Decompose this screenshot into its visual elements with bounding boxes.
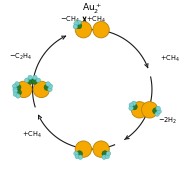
Circle shape bbox=[93, 22, 109, 38]
Circle shape bbox=[75, 154, 80, 159]
Circle shape bbox=[129, 106, 133, 110]
Circle shape bbox=[78, 155, 83, 159]
Circle shape bbox=[27, 78, 33, 84]
Circle shape bbox=[106, 151, 111, 156]
Circle shape bbox=[77, 20, 81, 25]
Circle shape bbox=[15, 82, 19, 86]
Circle shape bbox=[13, 87, 17, 92]
Text: $-$CH$_4$: $-$CH$_4$ bbox=[60, 14, 80, 25]
Text: $+$CH$_4$: $+$CH$_4$ bbox=[160, 54, 179, 64]
Circle shape bbox=[102, 155, 106, 159]
Circle shape bbox=[15, 89, 21, 95]
Circle shape bbox=[48, 84, 53, 88]
Text: Au$_2^+$: Au$_2^+$ bbox=[82, 2, 102, 16]
Circle shape bbox=[156, 106, 160, 111]
Circle shape bbox=[16, 81, 32, 98]
Circle shape bbox=[93, 141, 109, 157]
Circle shape bbox=[76, 151, 83, 157]
Circle shape bbox=[157, 109, 161, 114]
Circle shape bbox=[75, 141, 92, 157]
Circle shape bbox=[131, 104, 137, 110]
Circle shape bbox=[46, 82, 50, 86]
Text: $+$CH$_4$: $+$CH$_4$ bbox=[86, 14, 106, 25]
Circle shape bbox=[13, 89, 17, 93]
Circle shape bbox=[73, 24, 78, 29]
Circle shape bbox=[16, 94, 20, 98]
Circle shape bbox=[33, 75, 37, 80]
Circle shape bbox=[74, 151, 78, 156]
Circle shape bbox=[129, 103, 133, 107]
Circle shape bbox=[142, 102, 158, 118]
Circle shape bbox=[32, 78, 38, 84]
Circle shape bbox=[15, 84, 21, 90]
Circle shape bbox=[74, 21, 78, 26]
Text: $-$2H$_2$: $-$2H$_2$ bbox=[158, 116, 177, 126]
Circle shape bbox=[48, 87, 52, 92]
Text: $+$CH$_4$: $+$CH$_4$ bbox=[22, 130, 42, 140]
Circle shape bbox=[155, 112, 159, 116]
Circle shape bbox=[131, 102, 148, 118]
Circle shape bbox=[153, 108, 159, 114]
Circle shape bbox=[25, 78, 29, 82]
Circle shape bbox=[33, 81, 50, 98]
Text: $-$C$_2$H$_4$: $-$C$_2$H$_4$ bbox=[9, 52, 32, 62]
Circle shape bbox=[13, 92, 18, 96]
Circle shape bbox=[75, 22, 92, 38]
Circle shape bbox=[12, 84, 17, 88]
Circle shape bbox=[76, 23, 82, 29]
Circle shape bbox=[44, 84, 50, 90]
Circle shape bbox=[132, 101, 136, 106]
Circle shape bbox=[105, 154, 110, 159]
Circle shape bbox=[28, 75, 32, 80]
Circle shape bbox=[36, 78, 41, 82]
Circle shape bbox=[102, 151, 108, 157]
